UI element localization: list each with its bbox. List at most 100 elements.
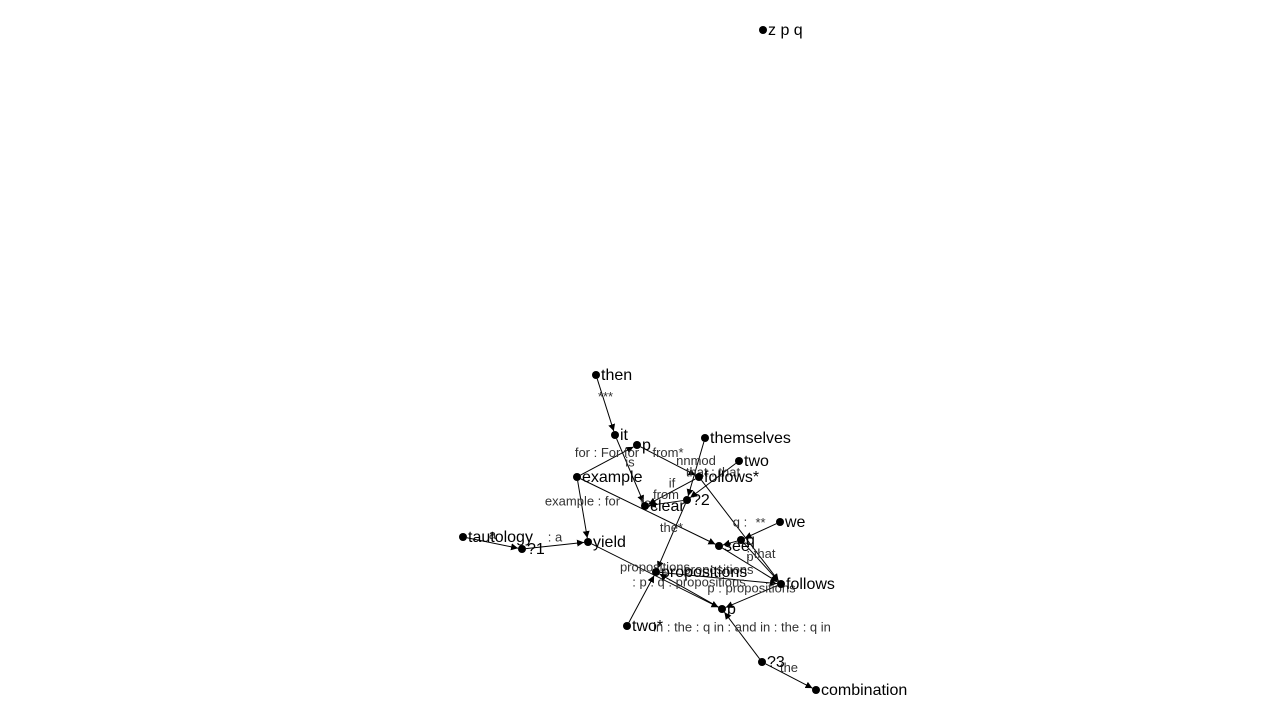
node-dot xyxy=(633,441,641,449)
edge-follows_star-clear xyxy=(648,478,696,505)
node-follows_star[interactable]: follows* xyxy=(695,469,759,486)
node-dot xyxy=(652,568,660,576)
node-zpq[interactable]: z p q xyxy=(759,22,803,39)
node-propositions[interactable]: propositions xyxy=(652,564,747,581)
edge-label: a xyxy=(489,527,497,542)
node-dot xyxy=(718,605,726,613)
edge-follows_star-follows xyxy=(701,479,779,582)
node-p_bottom[interactable]: p xyxy=(718,601,736,618)
node-label: propositions xyxy=(661,564,747,581)
node-q_node[interactable]: q xyxy=(737,532,755,549)
node-dot xyxy=(584,538,592,546)
node-p_top[interactable]: p xyxy=(633,437,651,454)
node-label: then xyxy=(601,367,632,384)
node-two_top[interactable]: two xyxy=(735,453,769,470)
edge-label: is xyxy=(625,455,635,470)
edge-q_node-follows xyxy=(743,542,779,582)
node-label: tautology xyxy=(468,529,533,546)
node-then[interactable]: then xyxy=(592,367,632,384)
node-dot xyxy=(573,473,581,481)
edge-example-p_top xyxy=(580,446,634,476)
edge-it-clear xyxy=(616,438,644,503)
edge-q2-clear xyxy=(648,500,684,508)
node-dot xyxy=(459,533,467,541)
edge-q3-p_bottom xyxy=(724,611,760,660)
edge-q1-yield xyxy=(525,539,585,550)
edge-follows-p_bottom xyxy=(725,585,778,608)
node-q1[interactable]: ?1 xyxy=(518,541,545,558)
edge-label: nnmod xyxy=(676,453,716,468)
node-themselves[interactable]: themselves xyxy=(701,430,791,447)
node-tautology[interactable]: tautology xyxy=(459,529,533,546)
edge-label: ** xyxy=(755,515,765,530)
node-we[interactable]: we xyxy=(776,514,806,531)
node-yield[interactable]: yield xyxy=(584,534,626,551)
edge-label: for : For for xyxy=(575,445,640,460)
node-dot xyxy=(641,502,649,510)
edge-two_top-q2 xyxy=(689,462,737,499)
edge-label: : that xyxy=(747,546,776,561)
node-combination[interactable]: combination xyxy=(812,682,907,699)
node-label: follows* xyxy=(704,469,759,486)
node-dot xyxy=(611,431,619,439)
node-label: p xyxy=(727,601,736,618)
node-label: example xyxy=(582,469,643,486)
node-label: yield xyxy=(593,534,626,551)
node-dot xyxy=(592,371,600,379)
node-label: ?3 xyxy=(767,654,785,671)
node-label: q xyxy=(746,532,755,549)
edge-label: : p : q : propositions xyxy=(632,575,746,590)
edge-label: p xyxy=(746,549,753,564)
node-label: clear xyxy=(650,498,685,515)
node-dot xyxy=(518,545,526,553)
node-clear[interactable]: clear xyxy=(641,498,685,515)
edge-label: if xyxy=(669,476,676,491)
edge-label: : a xyxy=(548,530,563,545)
node-two_star[interactable]: two* xyxy=(623,618,663,635)
node-dot xyxy=(737,536,745,544)
edge-label: p : propositions xyxy=(707,581,796,596)
edge-label: propositions xyxy=(620,560,691,575)
node-label: ?2 xyxy=(692,492,710,509)
edge-tautology-q1 xyxy=(466,537,519,551)
node-label: themselves xyxy=(710,430,791,447)
node-dot xyxy=(812,686,820,694)
edge-q3-combination xyxy=(765,663,813,689)
node-dot xyxy=(776,518,784,526)
node-dot xyxy=(758,658,766,666)
node-q2[interactable]: ?2 xyxy=(683,492,710,509)
node-it[interactable]: it xyxy=(611,427,629,444)
edge-label: from* xyxy=(652,445,683,460)
node-label: we xyxy=(784,514,806,531)
node-label: two* xyxy=(632,618,663,635)
edge-we-q_node xyxy=(744,523,777,539)
node-label: p xyxy=(642,437,651,454)
node-q3[interactable]: ?3 xyxy=(758,654,785,671)
node-example[interactable]: example xyxy=(573,469,643,486)
node-label: it xyxy=(620,427,629,444)
node-dot xyxy=(701,434,709,442)
node-follows[interactable]: follows xyxy=(777,576,835,593)
edge-themselves-q2 xyxy=(686,441,705,497)
edge-example-see xyxy=(580,478,716,545)
edge-q2-propositions xyxy=(657,503,686,569)
edge-two_star-propositions xyxy=(628,575,655,623)
edge-p_bottom-propositions xyxy=(659,573,719,608)
edge-label: the xyxy=(780,660,798,675)
edge-p_top-follows_star xyxy=(640,446,696,476)
edge-label: q : xyxy=(733,515,747,530)
edge-label: example : for xyxy=(545,494,621,509)
node-dot xyxy=(759,26,767,34)
edge-label: propositions xyxy=(683,562,754,577)
edge-q_node-see xyxy=(722,539,738,547)
edge-example-yield xyxy=(577,480,590,539)
edge-see-follows xyxy=(722,547,778,583)
node-dot xyxy=(695,473,703,481)
node-label: ?1 xyxy=(527,541,545,558)
edge-label: from xyxy=(653,487,679,502)
node-label: z p q xyxy=(768,22,803,39)
edge-label: *** xyxy=(598,389,613,404)
